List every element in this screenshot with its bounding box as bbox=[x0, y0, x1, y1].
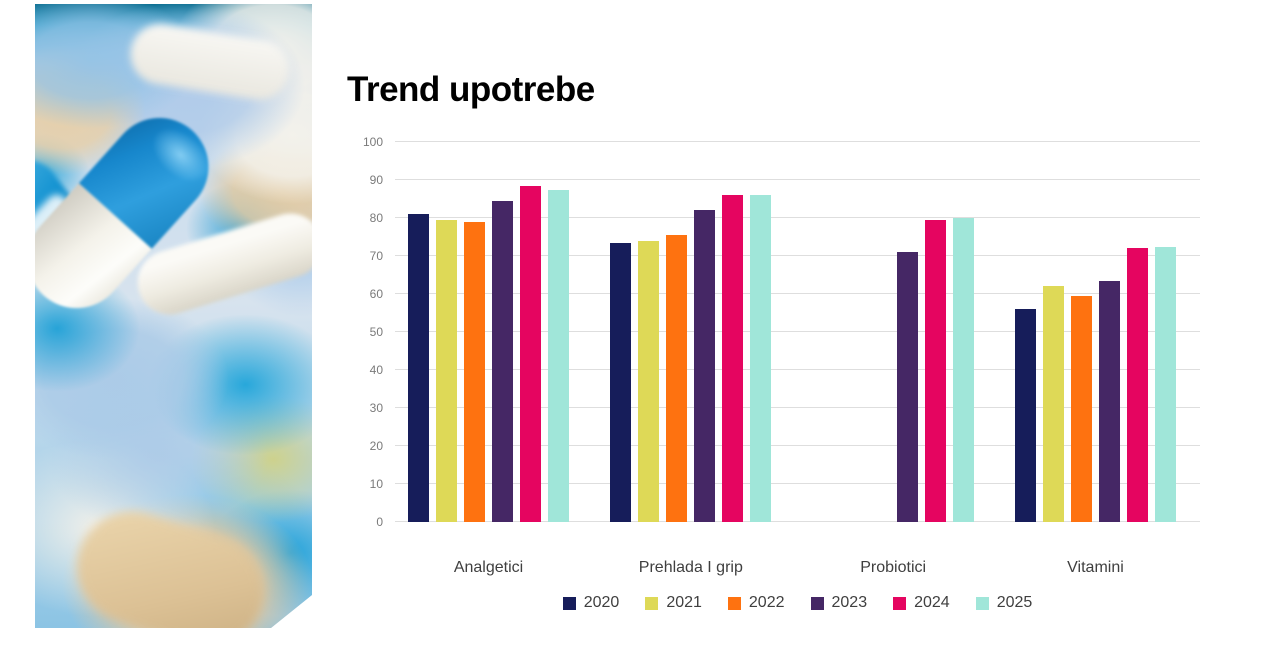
legend-swatch bbox=[810, 596, 824, 610]
gridline bbox=[395, 407, 1200, 408]
gridline bbox=[395, 179, 1200, 180]
bar-group-vitamini bbox=[1014, 142, 1176, 522]
gridline bbox=[395, 521, 1200, 522]
legend-label: 2025 bbox=[996, 594, 1033, 611]
y-axis-tick-label: 50 bbox=[369, 325, 383, 339]
y-axis-tick-label: 60 bbox=[369, 287, 383, 301]
y-axis-tick-label: 40 bbox=[369, 363, 383, 377]
gridline bbox=[395, 293, 1200, 294]
bar-2022 bbox=[464, 221, 485, 522]
legend-swatch bbox=[727, 596, 741, 610]
category-axis: Analgetici Prehlada I grip Probiotici Vitam… bbox=[395, 558, 1200, 578]
y-axis-tick-label: 0 bbox=[376, 515, 383, 529]
bar-2023 bbox=[694, 210, 716, 522]
category-label: Probiotici bbox=[860, 559, 927, 576]
legend-label: 2021 bbox=[666, 594, 702, 611]
bar-2020 bbox=[610, 242, 632, 522]
bar-2021 bbox=[1042, 286, 1064, 522]
category-label: Analgetici bbox=[453, 559, 524, 576]
bar-2021 bbox=[436, 219, 457, 522]
legend-label: 2020 bbox=[583, 594, 620, 611]
y-axis-tick-label: 10 bbox=[369, 477, 383, 491]
tan-pill-shape bbox=[63, 497, 278, 628]
bar-2020 bbox=[1014, 309, 1036, 522]
slide-title: Trend upotrebe bbox=[347, 70, 595, 109]
legend-swatch bbox=[562, 596, 576, 610]
category-label: Vitamini bbox=[1067, 559, 1124, 576]
bar-2024 bbox=[722, 195, 744, 522]
bar-chart: 0 10 20 30 40 50 60 70 80 90 100 Analgetici Prehlad… bbox=[347, 130, 1212, 635]
legend-item-2021: 2021 bbox=[645, 594, 702, 612]
bar-2024 bbox=[924, 219, 946, 522]
white-capsule-shape bbox=[126, 20, 293, 104]
y-axis-tick-label: 80 bbox=[369, 211, 383, 225]
legend-item-2020: 2020 bbox=[562, 594, 620, 612]
legend-label: 2023 bbox=[831, 594, 868, 611]
legend-swatch bbox=[975, 596, 989, 610]
gridline bbox=[395, 483, 1200, 484]
y-axis-tick-label: 20 bbox=[369, 439, 383, 453]
bar-2022 bbox=[1070, 295, 1092, 522]
bar-2024 bbox=[520, 185, 541, 522]
bar-group-probiotici bbox=[813, 142, 974, 522]
bar-groups bbox=[395, 142, 1200, 522]
bar-2025 bbox=[548, 189, 569, 522]
legend-item-2023: 2023 bbox=[810, 594, 868, 612]
legend-swatch bbox=[893, 596, 907, 610]
y-axis-tick-label: 100 bbox=[362, 135, 383, 149]
bar-2021 bbox=[638, 240, 660, 522]
bar-2022 bbox=[666, 235, 688, 522]
bar-2024 bbox=[1126, 248, 1148, 522]
bar-group-prehlada-i-grip bbox=[610, 142, 772, 522]
legend-item-2022: 2022 bbox=[727, 594, 785, 612]
gridline bbox=[395, 141, 1200, 142]
bar-2023 bbox=[1098, 280, 1120, 522]
legend-label: 2022 bbox=[748, 594, 785, 611]
legend-item-2025: 2025 bbox=[975, 594, 1033, 612]
gridline bbox=[395, 217, 1200, 218]
y-axis-tick-label: 90 bbox=[369, 173, 383, 187]
legend-label: 2024 bbox=[914, 594, 950, 611]
bar-2025 bbox=[952, 218, 974, 522]
bar-2025 bbox=[1154, 246, 1176, 522]
category-label: Prehlada I grip bbox=[638, 559, 743, 576]
bar-2020 bbox=[408, 214, 429, 522]
pills-photo bbox=[35, 4, 312, 628]
gridline bbox=[395, 369, 1200, 370]
bar-2023 bbox=[896, 252, 918, 522]
bar-group-analgetici bbox=[408, 142, 569, 522]
bar-2023 bbox=[492, 200, 513, 522]
legend-item-2024: 2024 bbox=[893, 594, 950, 612]
gridline bbox=[395, 255, 1200, 256]
bar-2025 bbox=[750, 195, 772, 522]
chart-legend: 2020 2021 2022 2023 2024 2025 bbox=[395, 594, 1200, 612]
gridline bbox=[395, 445, 1200, 446]
y-axis-tick-label: 30 bbox=[369, 401, 383, 415]
plot-area: 0 10 20 30 40 50 60 70 80 90 100 bbox=[363, 135, 1200, 529]
gridline bbox=[395, 331, 1200, 332]
y-axis-tick-label: 70 bbox=[369, 249, 383, 263]
legend-swatch bbox=[645, 596, 659, 610]
